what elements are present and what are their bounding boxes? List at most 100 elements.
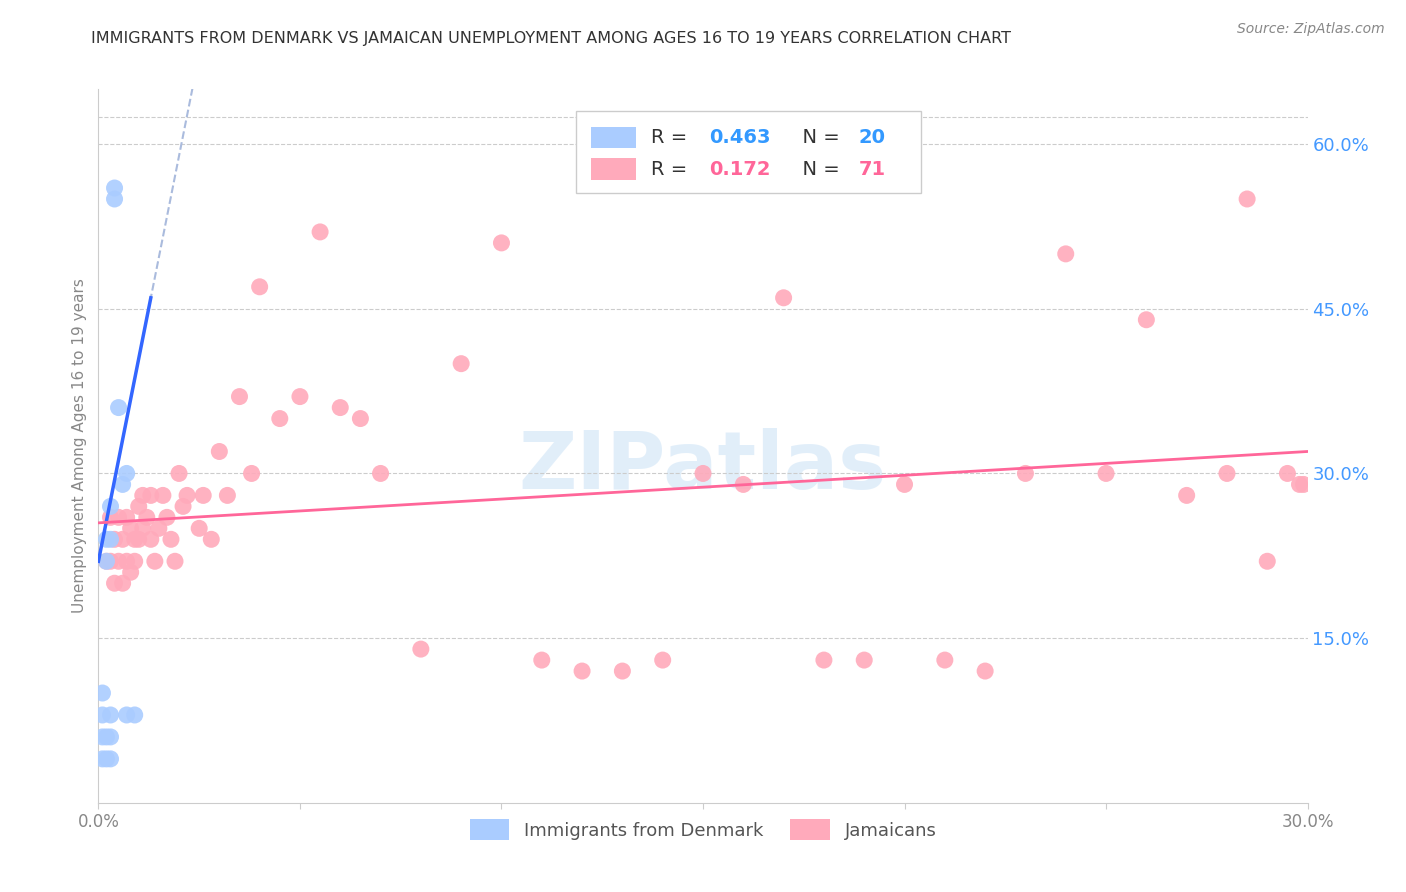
Point [1288, 477, 1310, 491]
Point [96, 554, 118, 568]
Text: 71: 71 [859, 160, 886, 178]
Point [1256, 554, 1278, 568]
Point [128, 500, 150, 514]
Point [172, 500, 194, 514]
Legend: Immigrants from Denmark, Jamaicans: Immigrants from Denmark, Jamaicans [463, 812, 943, 847]
Text: R =: R = [651, 160, 693, 178]
Point [1292, 477, 1315, 491]
Point [288, 390, 311, 404]
Text: R =: R = [651, 128, 693, 147]
Point [974, 664, 997, 678]
Text: 0.172: 0.172 [709, 160, 770, 178]
Point [1135, 312, 1157, 326]
Point [103, 576, 125, 591]
Point [100, 708, 122, 723]
Text: 0.463: 0.463 [709, 128, 770, 147]
Point [91, 730, 114, 744]
Point [409, 642, 432, 657]
Point [349, 411, 371, 425]
Point [107, 401, 129, 415]
Point [135, 510, 157, 524]
Point [115, 510, 138, 524]
Point [152, 488, 174, 502]
Point [193, 488, 215, 502]
FancyBboxPatch shape [576, 111, 921, 193]
Point [124, 533, 146, 547]
Point [200, 533, 222, 547]
Point [1175, 488, 1198, 502]
Point [120, 521, 142, 535]
Point [103, 181, 125, 195]
Point [733, 477, 755, 491]
Point [1014, 467, 1036, 481]
Point [450, 357, 472, 371]
Point [100, 510, 122, 524]
Point [124, 708, 146, 723]
Point [156, 510, 179, 524]
FancyBboxPatch shape [591, 159, 637, 180]
Point [128, 533, 150, 547]
Point [1277, 467, 1299, 481]
Point [100, 752, 122, 766]
Point [813, 653, 835, 667]
Point [651, 653, 673, 667]
Point [115, 554, 138, 568]
Point [124, 554, 146, 568]
Point [96, 730, 118, 744]
Point [208, 444, 231, 458]
Point [1095, 467, 1118, 481]
Point [148, 521, 170, 535]
Text: N =: N = [790, 160, 846, 178]
Point [692, 467, 714, 481]
Point [530, 653, 553, 667]
Point [96, 533, 118, 547]
Point [249, 280, 271, 294]
Text: ZIPatlas: ZIPatlas [519, 428, 887, 507]
Point [96, 752, 118, 766]
Point [370, 467, 392, 481]
Point [111, 533, 134, 547]
Point [120, 566, 142, 580]
Point [228, 390, 250, 404]
Point [115, 708, 138, 723]
FancyBboxPatch shape [591, 127, 637, 148]
Point [309, 225, 332, 239]
Point [934, 653, 956, 667]
Point [188, 521, 211, 535]
Point [115, 467, 138, 481]
Point [143, 554, 166, 568]
Point [240, 467, 263, 481]
Y-axis label: Unemployment Among Ages 16 to 19 years: Unemployment Among Ages 16 to 19 years [72, 278, 87, 614]
Point [91, 708, 114, 723]
Point [612, 664, 634, 678]
Point [100, 533, 122, 547]
Point [107, 554, 129, 568]
Point [491, 235, 513, 250]
Text: N =: N = [790, 128, 846, 147]
Point [269, 411, 291, 425]
Point [100, 554, 122, 568]
Point [91, 686, 114, 700]
Point [132, 488, 155, 502]
Point [91, 752, 114, 766]
Point [571, 664, 593, 678]
Point [167, 467, 190, 481]
Point [160, 533, 183, 547]
Point [96, 554, 118, 568]
Point [100, 730, 122, 744]
Text: Source: ZipAtlas.com: Source: ZipAtlas.com [1237, 22, 1385, 37]
Point [853, 653, 876, 667]
Point [103, 533, 125, 547]
Point [1054, 247, 1077, 261]
Text: 20: 20 [859, 128, 886, 147]
Point [217, 488, 239, 502]
Point [100, 500, 122, 514]
Point [772, 291, 794, 305]
Point [107, 510, 129, 524]
Point [163, 554, 186, 568]
Point [132, 521, 155, 535]
Point [139, 488, 162, 502]
Point [103, 192, 125, 206]
Point [111, 576, 134, 591]
Point [329, 401, 352, 415]
